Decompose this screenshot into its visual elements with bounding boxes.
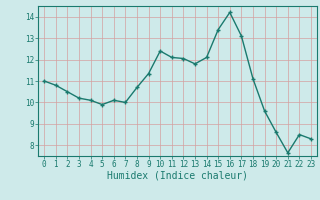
X-axis label: Humidex (Indice chaleur): Humidex (Indice chaleur): [107, 171, 248, 181]
